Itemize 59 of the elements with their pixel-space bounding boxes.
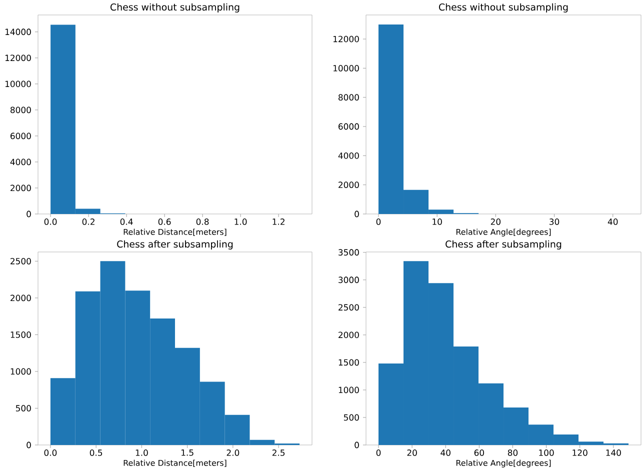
y-tick-label: 2500: [338, 304, 359, 311]
x-tick-label: 20: [490, 218, 501, 226]
y-tick-label: 4000: [10, 158, 31, 166]
y-tick-label: 0: [26, 442, 31, 448]
y-tick-label: 2500: [10, 258, 31, 264]
x-tick-label: 1.2: [272, 218, 284, 225]
x-tick-label: 40: [440, 450, 450, 456]
x-tick-label: 0.2: [82, 218, 94, 226]
x-tick-label: 0: [376, 218, 381, 226]
x-tick-label: 2.0: [226, 450, 240, 456]
x-tick-label: 0.4: [120, 218, 133, 226]
y-tick-label: 3000: [338, 276, 359, 284]
y-tick-label: 10000: [333, 65, 359, 72]
y-tick-label: 2000: [338, 182, 359, 188]
chart-title: Chess after subsampling: [446, 240, 562, 250]
y-tick-label: 10000: [5, 80, 31, 88]
y-tick-label: 4000: [338, 152, 359, 159]
chart-title: Chess without subsampling: [110, 3, 240, 13]
x-tick-label: 0: [376, 450, 381, 456]
y-tick-label: 2000: [10, 294, 31, 302]
y-tick-label: 2000: [338, 332, 359, 338]
y-tick-label: 2000: [10, 184, 31, 192]
x-tick-label: 100: [539, 450, 554, 456]
x-tick-label: 0.8: [196, 218, 209, 226]
x-tick-label: 60: [474, 450, 484, 456]
y-tick-label: 3500: [338, 249, 359, 256]
y-tick-label: 12000: [5, 54, 31, 62]
y-tick-label: 1500: [338, 359, 359, 366]
y-tick-label: 6000: [338, 123, 359, 130]
x-tick-label: 1.5: [182, 450, 194, 456]
x-tick-label: 80: [508, 450, 518, 456]
x-tick-label: 40: [608, 218, 618, 226]
x-tick-label: 10: [432, 218, 442, 226]
y-tick-label: 1000: [10, 368, 31, 375]
y-tick-label: 0: [26, 210, 31, 218]
x-tick-label: 0.0: [44, 218, 57, 226]
y-tick-label: 1000: [338, 386, 359, 394]
y-tick-label: 1500: [10, 332, 31, 338]
y-tick-label: 14000: [5, 28, 31, 36]
x-tick-label: 2.5: [272, 450, 285, 456]
y-tick-label: 500: [16, 405, 31, 412]
x-tick-label: 0.6: [158, 218, 171, 226]
x-tick-label: 30: [550, 218, 560, 226]
y-tick-label: 500: [344, 414, 359, 421]
y-tick-label: 0: [354, 442, 359, 448]
x-tick-label: 1.0: [136, 450, 148, 456]
y-tick-label: 12000: [333, 36, 359, 42]
x-tick-label: 0.5: [90, 450, 102, 456]
y-tick-label: 8000: [10, 106, 31, 114]
x-tick-label: 120: [572, 450, 588, 456]
y-tick-label: 6000: [10, 132, 31, 140]
y-tick-label: 8000: [338, 94, 359, 101]
x-tick-label: 140: [606, 450, 621, 456]
x-tick-label: 1.0: [234, 218, 247, 226]
chart-title: Chess without subsampling: [439, 3, 568, 13]
x-tick-label: 20: [407, 450, 417, 456]
x-tick-label: 0.0: [44, 450, 57, 456]
y-tick-label: 0: [354, 210, 359, 218]
chart-title: Chess after subsampling: [117, 240, 233, 250]
